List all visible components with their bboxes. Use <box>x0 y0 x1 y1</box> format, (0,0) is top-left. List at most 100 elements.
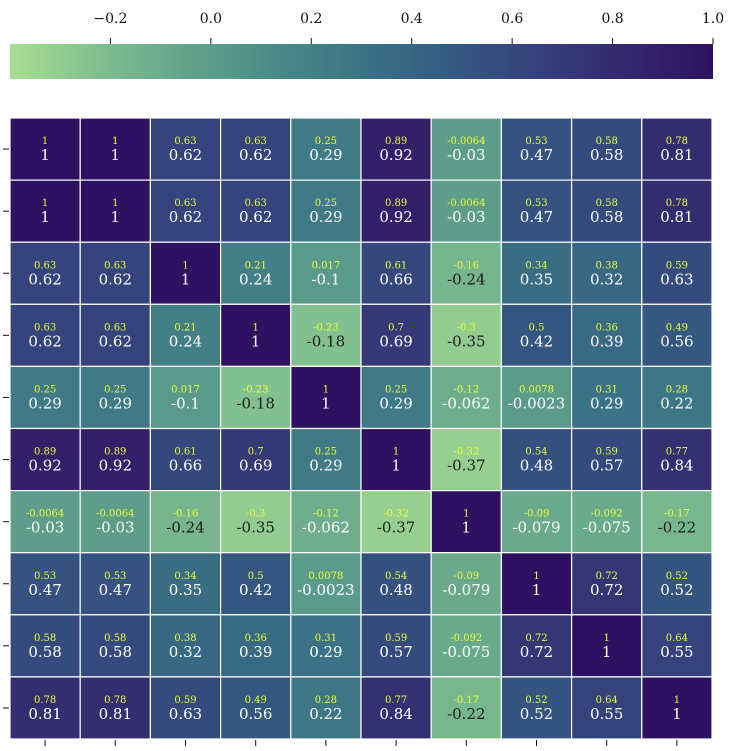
cell-top-value-label: 0.64 <box>596 695 618 706</box>
heatmap-cell <box>290 552 362 616</box>
cell-top-value-label: 0.58 <box>596 136 618 147</box>
cell-top-value-label: 0.34 <box>525 260 547 271</box>
heatmap-cell <box>641 241 713 305</box>
cell-bottom-value-label: 0.47 <box>520 146 553 164</box>
heatmap-cell <box>430 490 503 554</box>
heatmap-cell <box>79 303 151 367</box>
cell-bottom-value-label: -0.075 <box>583 519 631 537</box>
cell-bottom-value-label: 0.22 <box>660 394 693 412</box>
cell-bottom-value-label: 0.29 <box>379 394 412 412</box>
cell-bottom-value-label: 0.52 <box>660 581 693 599</box>
cell-bottom-value-label: 0.81 <box>99 705 132 723</box>
cell-top-value-label: 0.017 <box>171 384 200 395</box>
heatmap-cell <box>149 365 222 430</box>
cell-bottom-value-label: -0.35 <box>447 332 485 350</box>
heatmap-cell <box>290 179 362 243</box>
cell-bottom-value-label: 0.63 <box>169 705 202 723</box>
cell-bottom-value-label: 0.81 <box>660 146 693 164</box>
cell-top-value-label: 0.63 <box>174 198 196 209</box>
cell-top-value-label: 0.52 <box>666 571 688 582</box>
cell-bottom-value-label: 1 <box>672 705 682 723</box>
cell-top-value-label: 0.61 <box>174 447 196 458</box>
cell-top-value-label: 0.7 <box>248 447 264 458</box>
cell-top-value-label: 0.53 <box>34 571 56 582</box>
cell-bottom-value-label: 0.39 <box>239 643 272 661</box>
cell-bottom-value-label: -0.03 <box>26 519 64 537</box>
cell-top-value-label: 1 <box>112 198 118 209</box>
cell-bottom-value-label: 0.92 <box>379 146 412 164</box>
cell-bottom-value-label: 0.81 <box>28 705 61 723</box>
cell-bottom-value-label: 1 <box>321 394 331 412</box>
cell-top-value-label: -0.3 <box>457 322 476 333</box>
cell-bottom-value-label: 0.69 <box>239 457 272 475</box>
cell-top-value-label: 0.53 <box>525 136 547 147</box>
cell-top-value-label: 1 <box>253 322 259 333</box>
heatmap-cell <box>430 303 503 367</box>
cell-top-value-label: 0.21 <box>174 322 196 333</box>
heatmap-cell <box>570 490 643 554</box>
heatmap-cell <box>79 179 151 243</box>
cell-top-value-label: -0.12 <box>453 384 479 395</box>
cell-bottom-value-label: 0.84 <box>660 457 693 475</box>
cell-bottom-value-label: 1 <box>181 270 191 288</box>
heatmap-cell <box>290 676 362 740</box>
cell-top-value-label: 0.72 <box>596 571 618 582</box>
heatmap-cell <box>220 427 292 492</box>
cell-top-value-label: 0.58 <box>104 633 126 644</box>
heatmap-cell <box>570 614 643 678</box>
cell-bottom-value-label: 0.57 <box>379 643 412 661</box>
heatmap-cell <box>570 179 643 243</box>
cell-bottom-value-label: 0.32 <box>590 270 623 288</box>
cell-bottom-value-label: 0.55 <box>590 705 623 723</box>
cell-bottom-value-label: 0.72 <box>590 581 623 599</box>
heatmap-cell <box>641 179 713 243</box>
heatmap-cell <box>360 490 432 554</box>
cell-top-value-label: -0.0064 <box>447 198 485 209</box>
colorbar-tick-label: −0.2 <box>93 11 127 27</box>
cell-top-value-label: 0.5 <box>248 571 264 582</box>
cell-top-value-label: 0.89 <box>104 447 126 458</box>
cell-bottom-value-label: 0.66 <box>379 270 412 288</box>
cell-bottom-value-label: 0.81 <box>660 208 693 226</box>
cell-bottom-value-label: -0.1 <box>171 394 200 412</box>
heatmap-cell <box>79 117 151 181</box>
cell-top-value-label: -0.16 <box>453 260 479 271</box>
heatmap-cell <box>360 303 432 367</box>
heatmap-cell <box>641 303 713 367</box>
cell-bottom-value-label: -0.35 <box>236 519 274 537</box>
heatmap-cell <box>149 614 222 678</box>
heatmap-cell <box>360 179 432 243</box>
cell-top-value-label: 0.25 <box>315 198 337 209</box>
cell-top-value-label: -0.23 <box>313 322 339 333</box>
cell-top-value-label: 0.25 <box>104 384 126 395</box>
heatmap-cell <box>9 490 81 554</box>
heatmap-cell <box>9 552 81 616</box>
cell-top-value-label: -0.0064 <box>96 509 134 520</box>
cell-top-value-label: -0.32 <box>453 447 479 458</box>
cell-bottom-value-label: 0.62 <box>239 208 272 226</box>
cell-bottom-value-label: 0.29 <box>590 394 623 412</box>
cell-bottom-value-label: 0.35 <box>169 581 202 599</box>
heatmap-cell <box>290 117 362 181</box>
cell-bottom-value-label: 0.29 <box>309 208 342 226</box>
cell-bottom-value-label: -0.22 <box>658 519 696 537</box>
cell-top-value-label: 0.63 <box>174 136 196 147</box>
cell-top-value-label: 0.78 <box>104 695 126 706</box>
heatmap-cell <box>9 365 81 430</box>
cell-top-value-label: -0.23 <box>243 384 269 395</box>
cell-bottom-value-label: -0.079 <box>442 581 490 599</box>
heatmap-cell <box>149 490 222 554</box>
cell-top-value-label: 0.58 <box>34 633 56 644</box>
cell-top-value-label: -0.3 <box>246 509 265 520</box>
heatmap-cell <box>500 117 573 181</box>
cell-bottom-value-label: 0.42 <box>239 581 272 599</box>
cell-bottom-value-label: 0.56 <box>239 705 272 723</box>
cell-bottom-value-label: 0.57 <box>590 457 623 475</box>
heatmap-cell <box>641 676 713 740</box>
cell-bottom-value-label: 0.22 <box>309 705 342 723</box>
cell-top-value-label: 1 <box>323 384 329 395</box>
cell-bottom-value-label: 1 <box>251 332 261 350</box>
cell-bottom-value-label: -0.062 <box>302 519 350 537</box>
heatmap-cell <box>220 676 292 740</box>
